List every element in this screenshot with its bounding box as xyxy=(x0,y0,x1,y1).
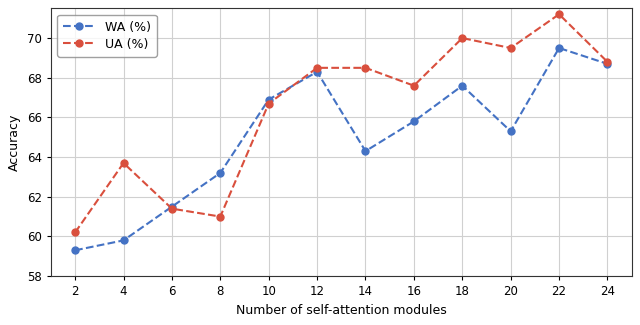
Y-axis label: Accuracy: Accuracy xyxy=(8,113,21,171)
Line: WA (%): WA (%) xyxy=(72,45,611,254)
WA (%) xyxy=(216,171,224,175)
UA (%) xyxy=(507,46,515,50)
Line: UA (%): UA (%) xyxy=(72,11,611,236)
UA (%) xyxy=(410,84,418,88)
UA (%) xyxy=(120,161,127,165)
X-axis label: Number of self-attention modules: Number of self-attention modules xyxy=(236,304,447,317)
WA (%) xyxy=(168,205,176,209)
UA (%) xyxy=(71,230,79,234)
UA (%) xyxy=(168,207,176,211)
WA (%) xyxy=(265,98,273,101)
WA (%) xyxy=(458,84,466,88)
WA (%) xyxy=(507,129,515,133)
UA (%) xyxy=(458,36,466,40)
WA (%) xyxy=(71,248,79,252)
UA (%) xyxy=(265,102,273,106)
UA (%) xyxy=(604,60,611,64)
UA (%) xyxy=(216,214,224,218)
Legend: WA (%), UA (%): WA (%), UA (%) xyxy=(57,15,157,57)
WA (%) xyxy=(362,149,369,153)
WA (%) xyxy=(410,119,418,123)
UA (%) xyxy=(362,66,369,70)
WA (%) xyxy=(604,62,611,66)
UA (%) xyxy=(313,66,321,70)
WA (%) xyxy=(313,70,321,74)
WA (%) xyxy=(120,239,127,242)
UA (%) xyxy=(556,12,563,16)
WA (%) xyxy=(556,46,563,50)
